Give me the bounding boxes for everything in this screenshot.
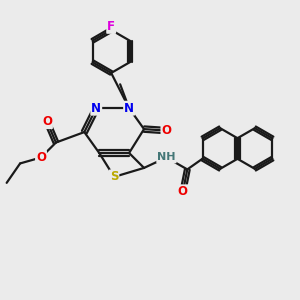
Text: N: N xyxy=(91,102,101,115)
Text: S: S xyxy=(110,170,118,183)
Text: NH: NH xyxy=(157,152,176,163)
Text: O: O xyxy=(36,151,46,164)
Text: N: N xyxy=(124,102,134,115)
Text: O: O xyxy=(178,185,188,198)
Text: O: O xyxy=(161,124,171,137)
Text: O: O xyxy=(42,115,52,128)
Text: F: F xyxy=(107,20,115,33)
